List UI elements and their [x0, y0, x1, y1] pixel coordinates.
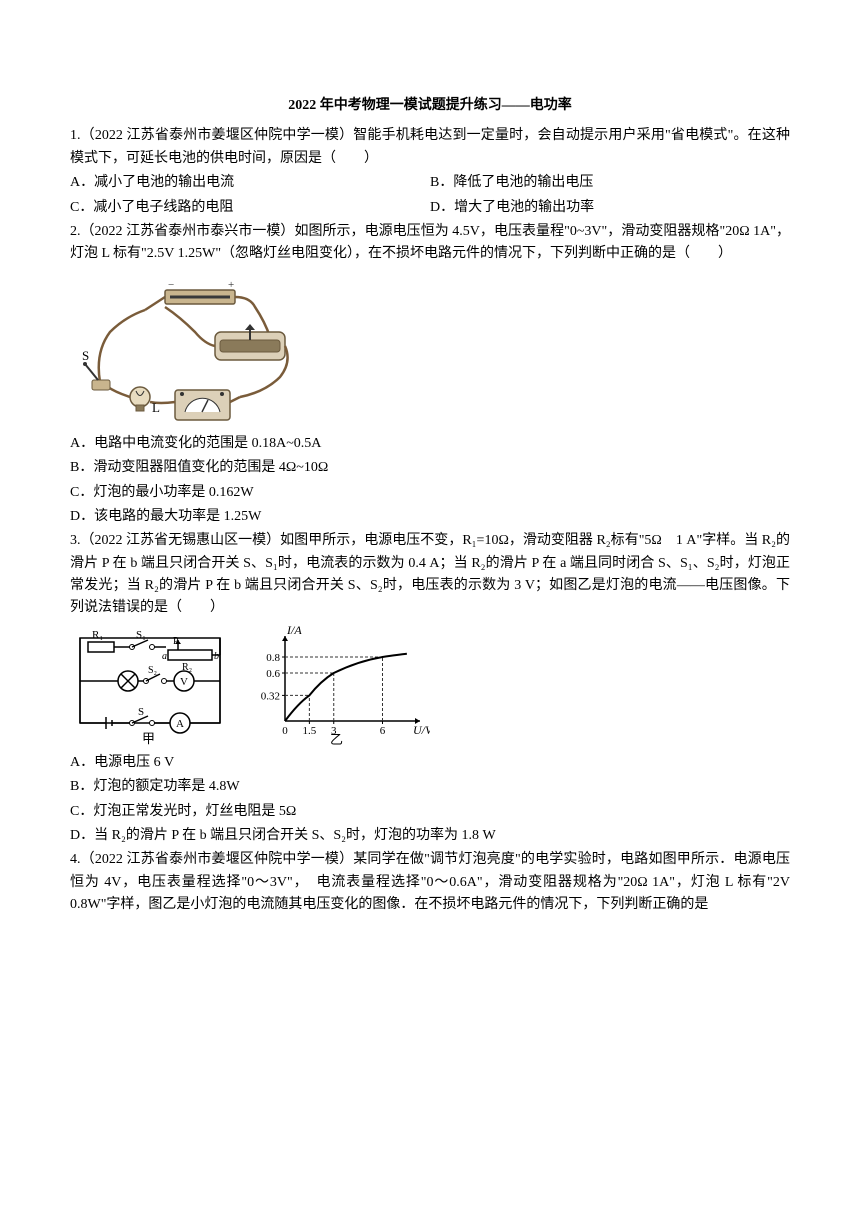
- q3-r1-label: R₁: [92, 629, 103, 641]
- q2-circuit-svg: − + L S: [70, 272, 300, 427]
- q3-stem: 3.（2022 江苏省无锡惠山区一模）如图甲所示，电源电压不变，R₁=10Ω，滑…: [70, 530, 790, 620]
- q1-options-row2: C．减小了电子线路的电阻 D．增大了电池的输出功率: [70, 197, 790, 219]
- q3-opt-d: D．当 R₂的滑片 P 在 b 端且只闭合开关 S、S₂时，灯泡的功率为 1.8…: [70, 825, 790, 847]
- q3-v-label: V: [180, 676, 188, 688]
- svg-text:0.8: 0.8: [266, 652, 280, 664]
- q2-stem: 2.（2022 江苏省泰州市泰兴市一模）如图所示，电源电压恒为 4.5V，电压表…: [70, 221, 790, 266]
- q2-figure: − + L S: [70, 272, 790, 427]
- q4-stem: 4.（2022 江苏省泰州市姜堰区仲院中学一模）某同学在做"调节灯泡亮度"的电学…: [70, 849, 790, 916]
- q1-opt-b: B．降低了电池的输出电压: [430, 172, 790, 194]
- svg-text:+: +: [228, 279, 234, 291]
- q1-stem: 1.（2022 江苏省泰州市姜堰区仲院中学一模）智能手机耗电达到一定量时，会自动…: [70, 125, 790, 170]
- q3-amp-label: A: [176, 718, 184, 730]
- q1-options-row1: A．减小了电池的输出电流 B．降低了电池的输出电压: [70, 172, 790, 194]
- q2-opt-c: C．灯泡的最小功率是 0.162W: [70, 482, 790, 504]
- svg-text:6: 6: [380, 725, 386, 737]
- svg-text:−: −: [168, 279, 174, 291]
- q2-opt-d: D．该电路的最大功率是 1.25W: [70, 506, 790, 528]
- q3-s-label: S: [138, 706, 144, 718]
- svg-text:0.32: 0.32: [261, 690, 280, 702]
- q1-opt-c: C．减小了电子线路的电阻: [70, 197, 430, 219]
- q3-s1-label: S₁: [136, 629, 146, 641]
- q3-opt-b: B．灯泡的额定功率是 4.8W: [70, 776, 790, 798]
- page-title: 2022 年中考物理一模试题提升练习——电功率: [70, 95, 790, 117]
- svg-text:0.6: 0.6: [266, 668, 280, 680]
- q3-graph-svg: I/AU/V0.320.60.801.536乙: [250, 626, 430, 746]
- q3-circuit-svg: R₁ S₁ P a R₂ b S₂ V: [70, 626, 230, 746]
- q3-s2-label: S₂: [148, 665, 157, 676]
- q3-opt-c: C．灯泡正常发光时，灯丝电阻是 5Ω: [70, 801, 790, 823]
- q1-opt-a: A．减小了电池的输出电流: [70, 172, 430, 194]
- svg-text:1.5: 1.5: [303, 725, 317, 737]
- q3-opt-a: A．电源电压 6 V: [70, 752, 790, 774]
- q1-opt-d: D．增大了电池的输出功率: [430, 197, 790, 219]
- q3-b-label: b: [214, 651, 219, 662]
- q3-a-label: a: [162, 651, 167, 662]
- svg-text:I/A: I/A: [286, 626, 302, 637]
- svg-text:0: 0: [282, 725, 288, 737]
- svg-text:U/V: U/V: [413, 723, 430, 737]
- q2-opt-b: B．滑动变阻器阻值变化的范围是 4Ω~10Ω: [70, 457, 790, 479]
- q2-label-s: S: [82, 348, 89, 363]
- q3-figures: R₁ S₁ P a R₂ b S₂ V: [70, 626, 790, 746]
- q2-opt-a: A．电路中电流变化的范围是 0.18A~0.5A: [70, 433, 790, 455]
- q2-label-l: L: [152, 400, 160, 415]
- q3-circuit-caption: 甲: [142, 731, 155, 746]
- svg-text:乙: 乙: [330, 732, 343, 746]
